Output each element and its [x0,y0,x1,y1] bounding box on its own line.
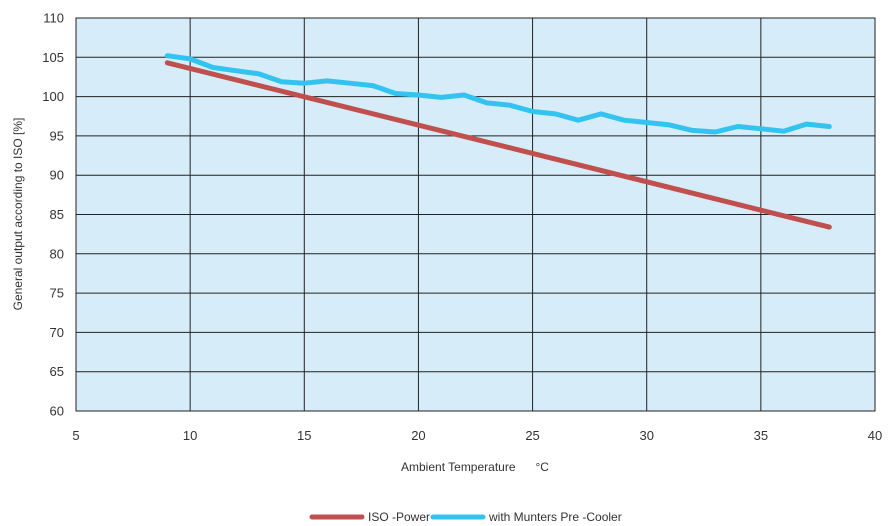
y-tick-label: 60 [50,404,64,419]
legend-label: with Munters Pre -Cooler [488,510,622,524]
x-tick-label: 40 [868,428,882,443]
x-axis-title: Ambient Temperature °C [401,460,549,474]
y-tick-label: 110 [43,11,64,26]
y-tick-label: 105 [42,50,64,65]
y-tick-label: 80 [50,246,64,261]
x-tick-label: 30 [639,428,653,443]
y-tick-label: 95 [50,128,64,143]
x-tick-label: 20 [411,428,425,443]
y-tick-labels: 60 65 70 75 80 85 90 95 100 105 110 [42,11,64,419]
x-tick-label: 35 [754,428,768,443]
x-tick-labels: 5 10 15 20 25 30 35 40 [72,428,882,443]
x-tick-label: 15 [297,428,311,443]
y-tick-label: 90 [50,168,64,183]
series-line-2 [164,53,832,135]
y-axis-title: General output according to ISO [%] [11,118,25,311]
series-layer [164,53,832,230]
x-tick-label: 25 [525,428,539,443]
grid-lines [76,18,875,411]
y-tick-label: 85 [50,207,64,222]
y-tick-label: 75 [50,286,64,301]
y-tick-label: 70 [50,325,64,340]
x-tick-label: 5 [72,428,79,443]
legend-label: ISO -Power [368,510,430,524]
x-tick-label: 10 [183,428,197,443]
legend: ISO -Power with Munters Pre -Cooler [309,510,622,524]
series-line-1 [164,60,832,230]
y-tick-label: 65 [50,364,64,379]
y-tick-label: 100 [42,89,64,104]
